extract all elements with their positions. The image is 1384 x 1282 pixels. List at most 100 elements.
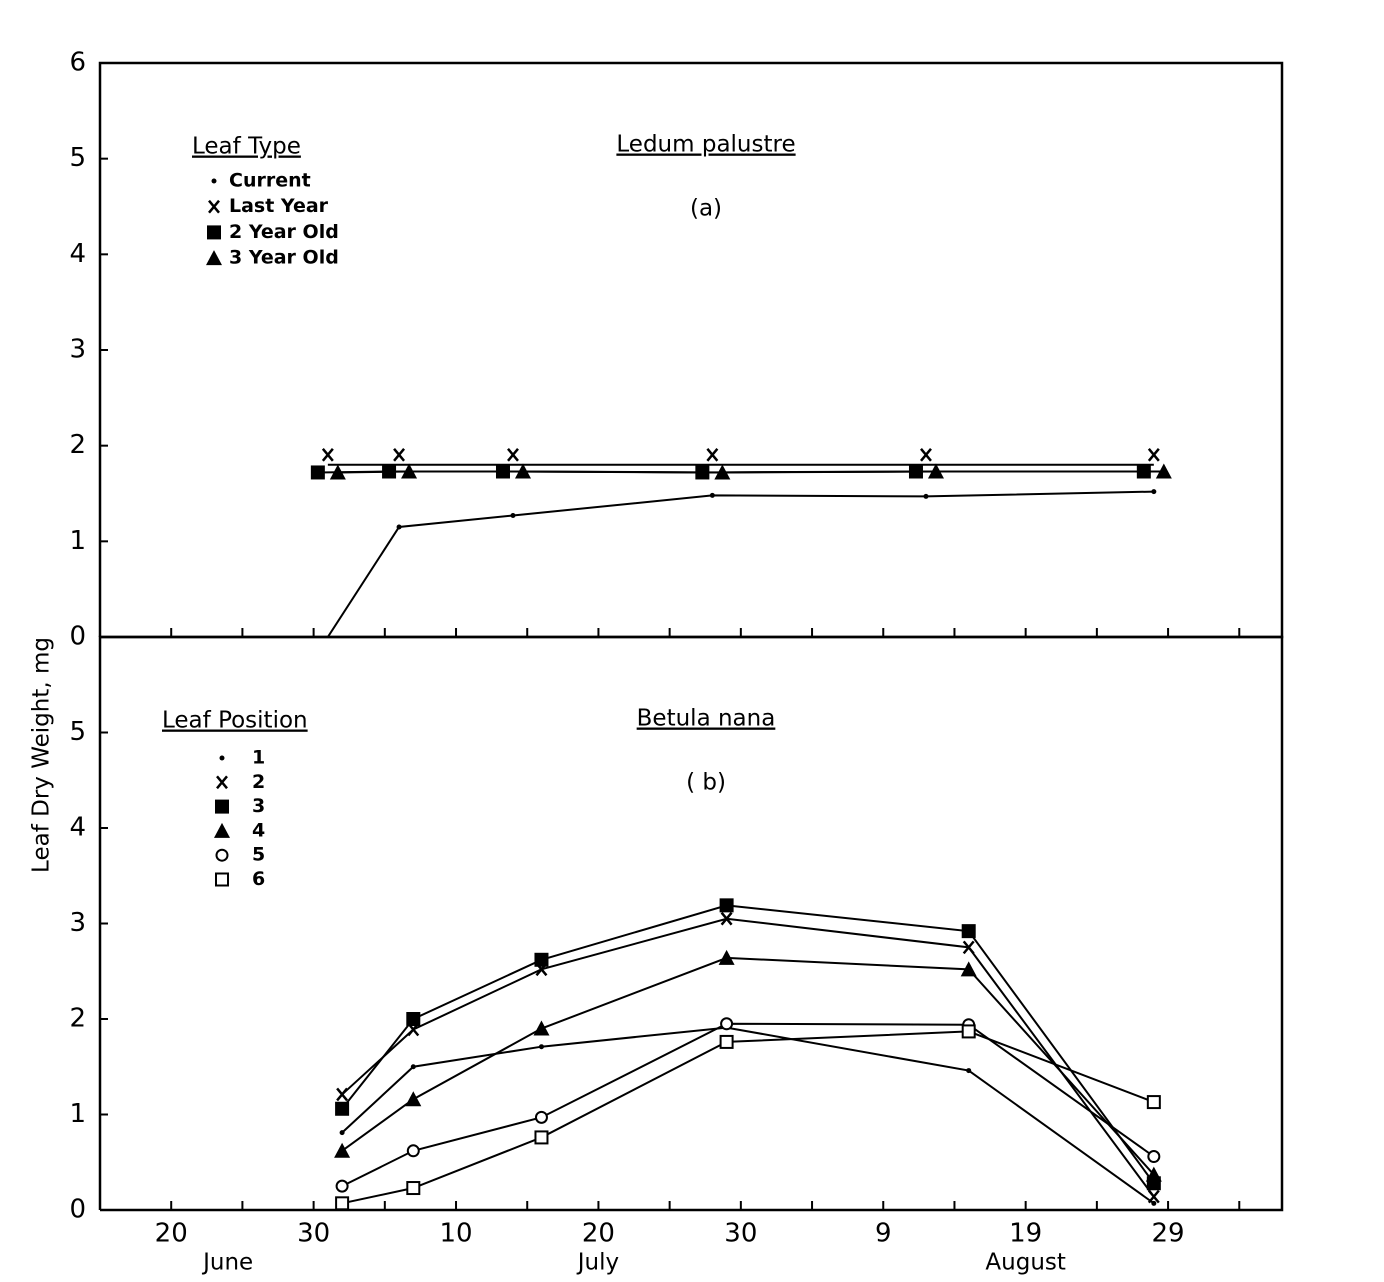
series-line <box>327 490 1154 638</box>
legend-marker <box>208 199 220 214</box>
data-point <box>406 1181 421 1196</box>
legend-title: Leaf Type <box>192 134 301 160</box>
data-point <box>329 464 346 480</box>
data-point <box>335 1101 350 1116</box>
data-point <box>396 524 402 530</box>
x-tick-label: 29 <box>1152 1219 1185 1249</box>
series-line <box>337 470 1164 474</box>
data-point <box>961 1024 976 1039</box>
series-line <box>341 917 1155 1198</box>
legend-title: Leaf Position <box>162 708 308 734</box>
legend-marker <box>206 250 222 266</box>
data-point <box>410 1064 416 1070</box>
y-tick-label: 5 <box>69 717 86 747</box>
data-point <box>510 513 516 519</box>
legend-label: 5 <box>252 844 265 866</box>
data-point <box>1151 1200 1157 1206</box>
y-axis-label: Leaf Dry Weight, mg <box>29 637 55 873</box>
panel-title: Ledum palustre <box>616 132 795 158</box>
series-line <box>341 956 1155 1176</box>
y-tick-label: 2 <box>69 1004 86 1034</box>
y-tick-label: 1 <box>69 1099 86 1129</box>
x-group-label: July <box>576 1250 619 1276</box>
data-point <box>1147 447 1160 462</box>
data-point <box>706 447 719 462</box>
data-point <box>538 1044 544 1050</box>
y-tick-label: 0 <box>69 1195 86 1225</box>
legend-marker <box>216 775 228 790</box>
data-point <box>534 952 549 967</box>
series-line <box>341 904 1155 1184</box>
x-tick-label: 10 <box>439 1219 472 1249</box>
legend-label: 2 Year Old <box>229 221 339 243</box>
legend-marker <box>215 848 229 862</box>
x-group-label: June <box>201 1250 253 1276</box>
data-point <box>720 911 733 926</box>
panel-subtitle: ( b) <box>686 770 726 796</box>
x-tick-label: 20 <box>582 1219 615 1249</box>
data-point <box>406 1144 420 1158</box>
legend-label: 3 Year Old <box>229 247 339 269</box>
y-tick-label: 0 <box>69 622 86 652</box>
data-point <box>393 447 406 462</box>
x-group-label: August <box>985 1250 1066 1276</box>
data-point <box>507 447 519 462</box>
data-point <box>406 1012 421 1026</box>
y-tick-label: 5 <box>69 143 86 173</box>
y-tick-label: 3 <box>69 908 86 938</box>
data-point <box>920 447 932 462</box>
x-tick-label: 30 <box>297 1219 330 1249</box>
legend-marker <box>215 799 229 814</box>
data-point <box>720 1017 734 1031</box>
legend-marker <box>207 225 221 240</box>
data-point <box>310 465 325 480</box>
y-tick-label: 6 <box>69 48 86 78</box>
data-point <box>534 1130 549 1145</box>
data-point <box>1151 489 1157 495</box>
x-tick-label: 19 <box>1009 1219 1042 1249</box>
legend-label: 1 <box>252 747 265 769</box>
data-point <box>405 1091 422 1107</box>
panel-subtitle: (a) <box>690 196 722 222</box>
y-tick-label: 2 <box>69 430 86 460</box>
data-point <box>335 1196 350 1211</box>
data-point <box>401 463 418 479</box>
data-point <box>960 961 977 977</box>
y-tick-label: 3 <box>69 335 86 365</box>
data-point <box>966 1068 972 1074</box>
data-point <box>719 1034 734 1049</box>
legend-label: 6 <box>252 868 265 890</box>
y-tick-label: 1 <box>69 526 86 556</box>
legend-label: 2 <box>252 771 265 793</box>
data-point <box>719 898 734 913</box>
data-point <box>339 1130 345 1136</box>
series-line <box>341 1030 1155 1205</box>
legend-marker <box>211 178 217 184</box>
data-point <box>534 1110 548 1124</box>
data-point <box>714 464 731 480</box>
data-point <box>962 940 975 955</box>
data-point <box>1155 463 1172 479</box>
data-point <box>1147 1189 1160 1204</box>
series-line <box>341 1022 1155 1188</box>
data-point <box>718 949 735 965</box>
data-point <box>1146 1095 1161 1110</box>
y-tick-label: 4 <box>69 239 86 269</box>
data-point <box>961 924 976 939</box>
legend-label: 3 <box>252 795 265 817</box>
legend-label: Current <box>229 170 311 192</box>
data-point <box>334 1142 351 1158</box>
legend-marker <box>215 872 229 887</box>
data-point <box>533 1020 550 1036</box>
data-point <box>709 492 715 498</box>
data-point <box>1147 1150 1161 1164</box>
data-point <box>923 493 929 499</box>
x-tick-label: 20 <box>155 1219 188 1249</box>
data-point <box>927 463 944 479</box>
legend-marker <box>219 755 225 761</box>
legend-label: 4 <box>252 819 265 841</box>
panel-title: Betula nana <box>637 706 776 732</box>
legend-label: Last Year <box>229 195 329 217</box>
data-point <box>1145 1166 1162 1182</box>
